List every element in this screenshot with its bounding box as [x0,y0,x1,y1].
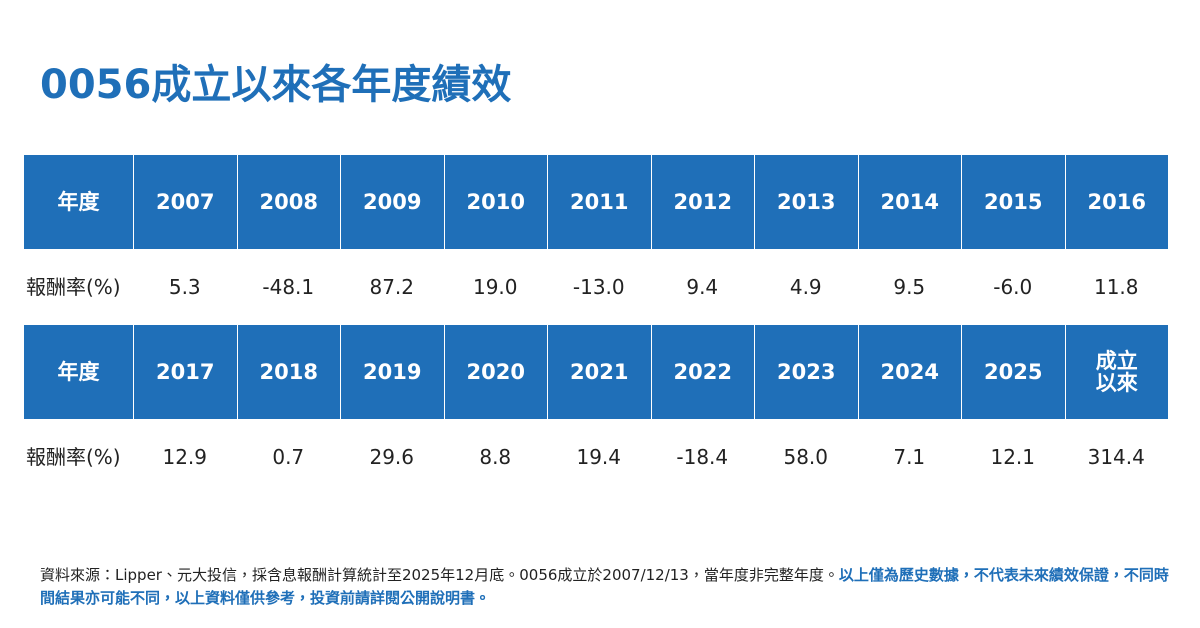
value-cell: 9.4 [686,274,719,299]
header-cell: 2017 [133,325,237,419]
title: 0056成立以來各年度績效 [40,62,512,108]
value-cell: 12.1 [990,444,1036,469]
header-cell: 2016 [1064,155,1169,249]
header-cell: 2014 [857,155,962,249]
value-cell: 7.1 [893,444,926,469]
header-cell: 2019 [340,325,444,419]
value-cell: 314.4 [1087,444,1145,469]
header-cell: 成立 以來 [1064,325,1169,419]
header-row: 年度 2017 2018 2019 2020 2021 2022 2023 2024 2025 成立… [24,325,1168,419]
value-cell: 29.6 [369,444,415,469]
header-cell: 2007 [133,155,237,249]
performance-table: 年度 2007 2008 2009 2010 2011 2012 2013 2014 2015 20… [24,155,1168,495]
value-cell: -13.0 [572,274,625,299]
value-cell: 5.3 [168,274,201,299]
value-cell: 11.8 [1093,274,1139,299]
footnote-highlight: 以上僅為歷史數據，不代表未來績效保證，不同時間結果亦可能不同，以上資料僅供參考，… [40,566,1169,607]
footnote: 資料來源：Lipper、元大投信，採含息報酬計算統計至2025年12月底。005… [40,564,1170,610]
header-cell: 2021 [547,325,651,419]
header-cell: 年度 [57,359,100,384]
value-cell: 報酬率(%) [26,444,121,469]
value-cell: 87.2 [369,274,415,299]
header-cell: 2020 [443,325,548,419]
value-row: 報酬率(%) 5.3 -48.1 87.2 19.0 -13.0 9.4 4.9 9.5 -6.0… [24,249,1168,325]
header-cell: 2011 [547,155,651,249]
header-cell: 2009 [340,155,444,249]
header-cell: 年度 [57,189,100,214]
value-cell: 19.4 [576,444,622,469]
header-cell: 2012 [650,155,755,249]
value-cell: -48.1 [262,274,315,299]
value-cell: 19.0 [472,274,518,299]
value-cell: -18.4 [676,444,729,469]
value-cell: 4.9 [789,274,822,299]
header-cell: 2010 [443,155,548,249]
header-cell: 2022 [650,325,755,419]
value-cell: 報酬率(%) [26,274,121,299]
value-cell: 8.8 [479,444,512,469]
value-cell: 0.7 [272,444,305,469]
header-cell: 2023 [754,325,858,419]
header-cell: 2024 [857,325,962,419]
header-cell: 2008 [236,155,341,249]
header-cell: 2025 [961,325,1065,419]
header-cell: 2018 [236,325,341,419]
value-cell: 12.9 [162,444,208,469]
header-cell: 2015 [961,155,1065,249]
footnote-text: 資料來源：Lipper、元大投信，採含息報酬計算統計至2025年12月底。005… [40,566,839,584]
header-row: 年度 2007 2008 2009 2010 2011 2012 2013 2014 2015 20… [24,155,1168,249]
value-cell: 58.0 [783,444,829,469]
value-cell: -6.0 [993,274,1033,299]
value-cell: 9.5 [893,274,926,299]
value-row: 報酬率(%) 12.9 0.7 29.6 8.8 19.4 -18.4 58.0 7.1 12.1… [24,419,1168,495]
header-cell: 2013 [754,155,858,249]
